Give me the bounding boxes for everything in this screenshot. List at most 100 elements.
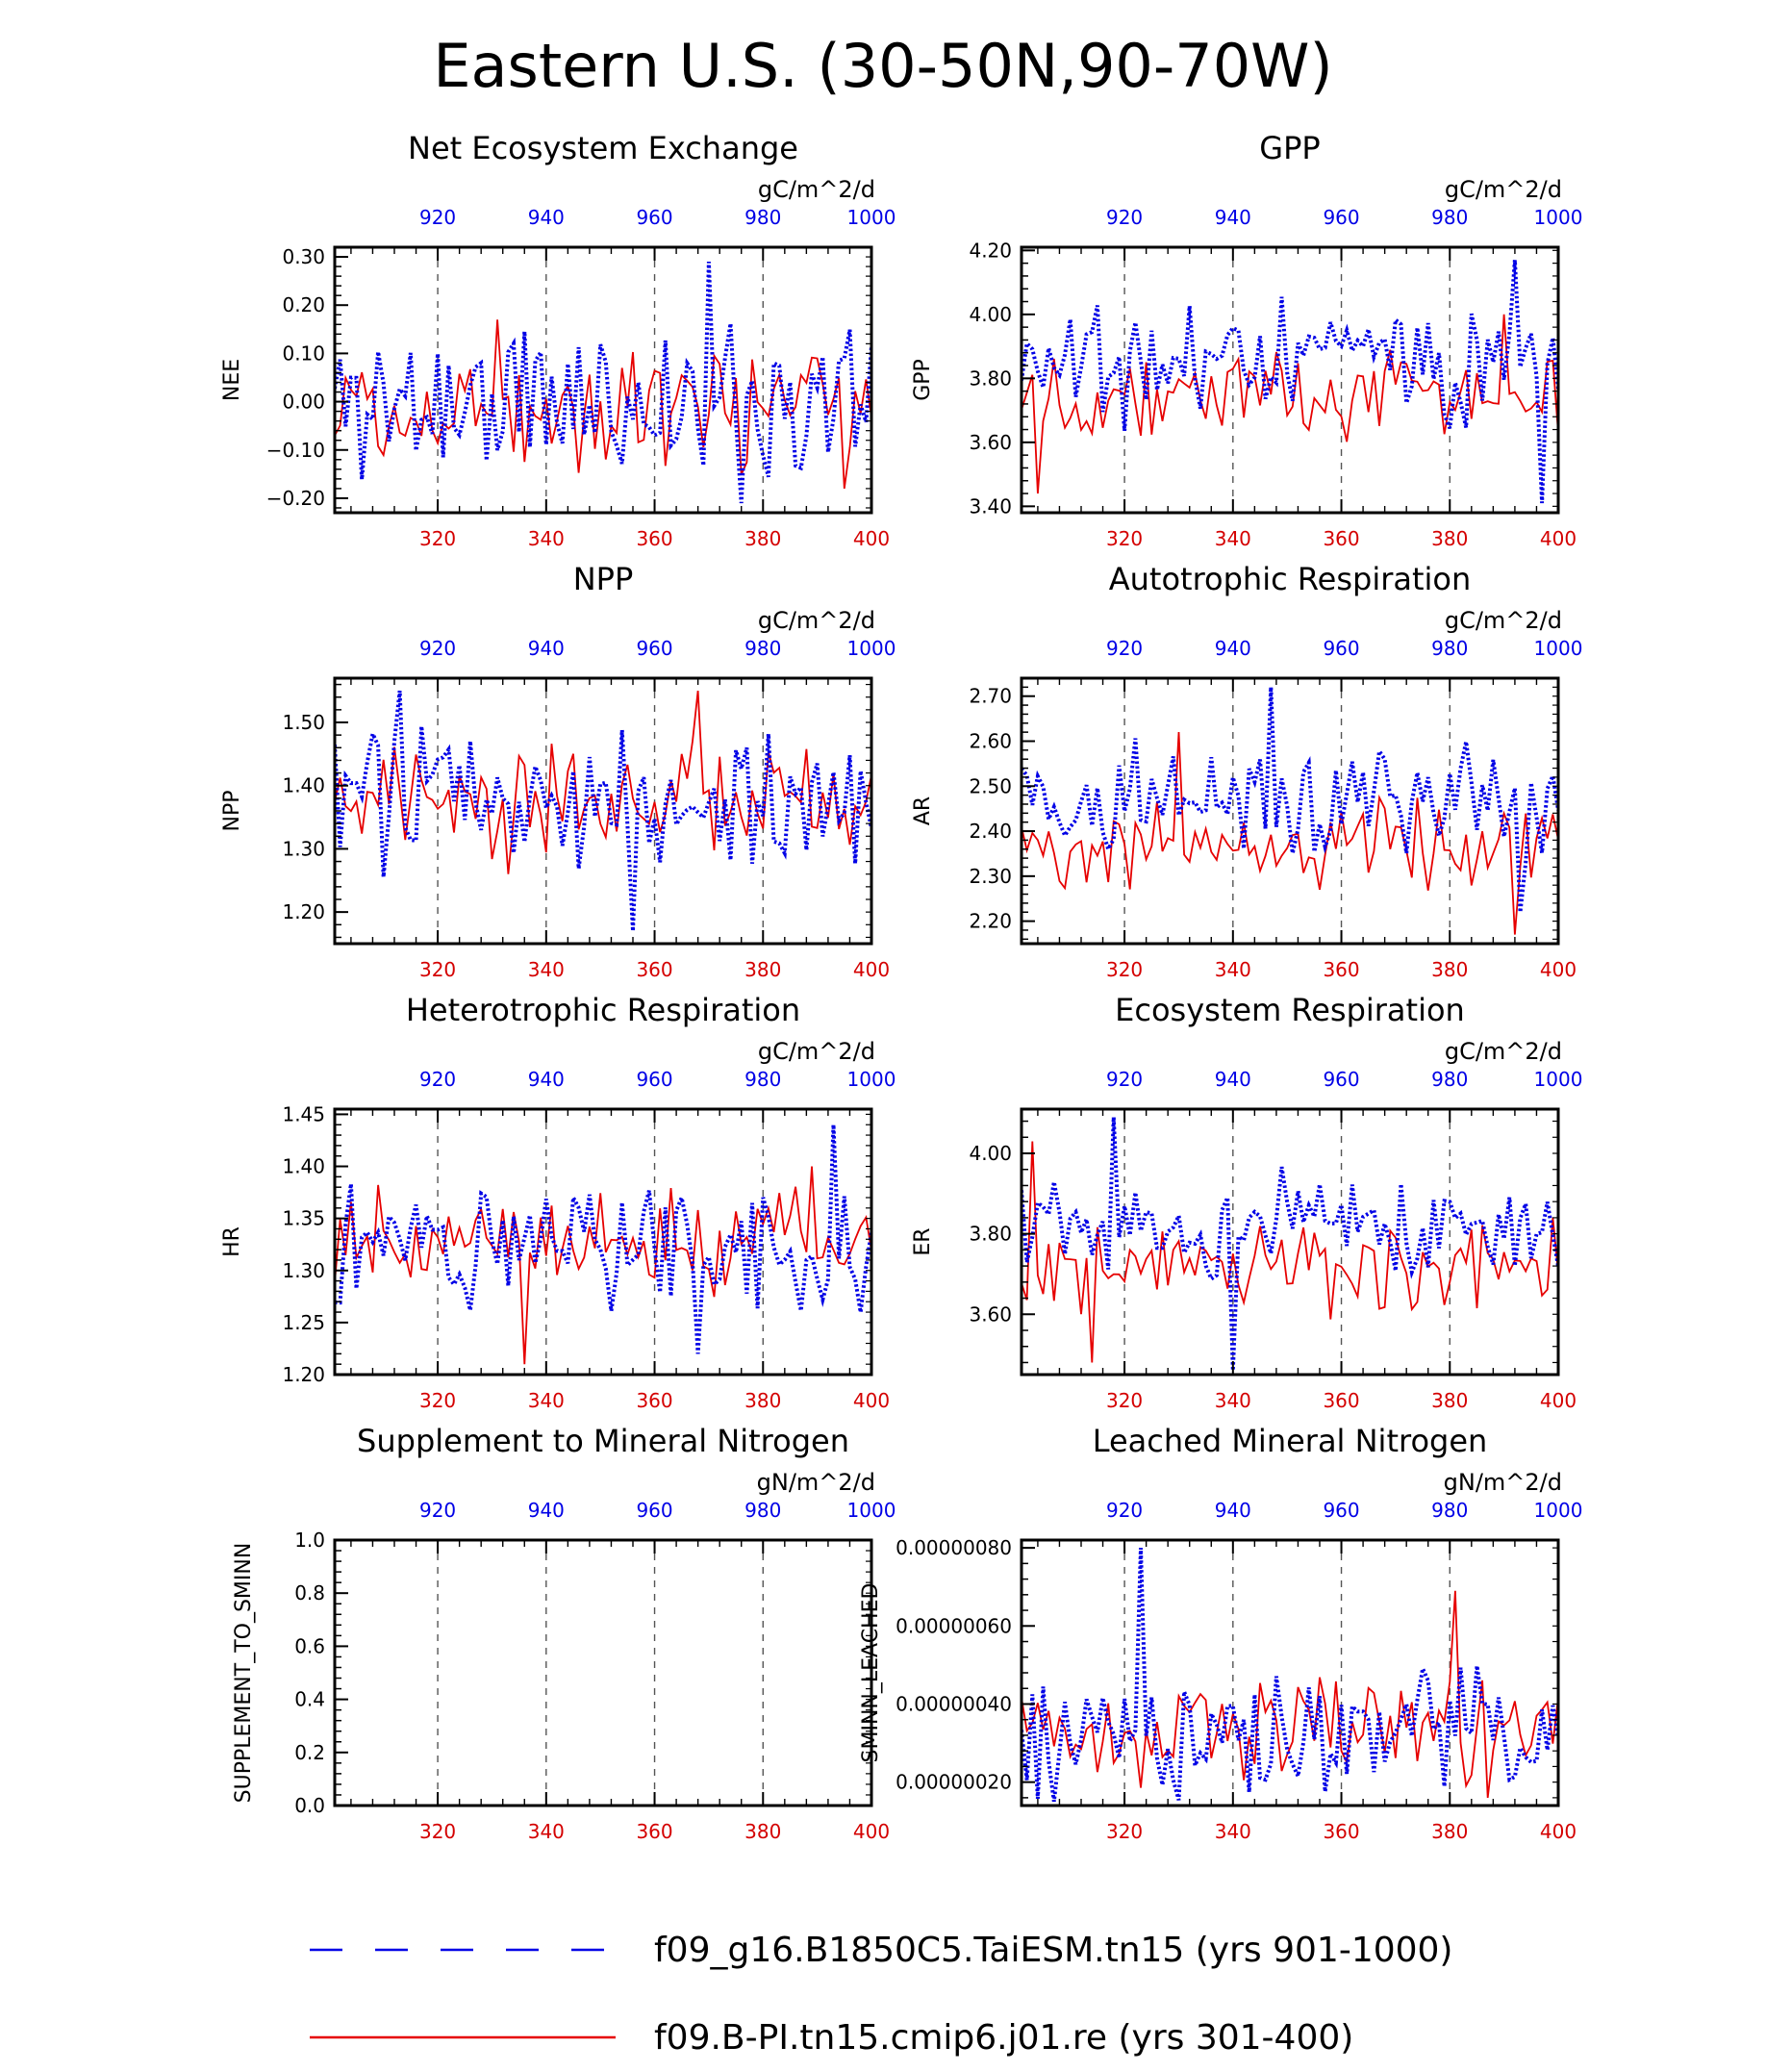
y-tick-label: 0.8 — [294, 1581, 325, 1605]
x-bottom-tick-label: 400 — [1540, 958, 1577, 981]
series-group — [335, 1124, 871, 1365]
panel-3: NPP gC/m^2/d 1.20 1.30 1.40 1.50 320 340 360 380 4… — [220, 561, 896, 981]
plot-frame — [333, 676, 873, 946]
x-bottom-tick-label: 400 — [853, 958, 890, 981]
units-label: gC/m^2/d — [758, 176, 875, 203]
figure-title: Eastern U.S. (30-50N,90-70W) — [433, 31, 1332, 101]
y-tick-label: 0.4 — [294, 1688, 325, 1711]
x-bottom-tick-label: 380 — [1431, 1820, 1468, 1843]
panel-title: Ecosystem Respiration — [1115, 992, 1465, 1028]
x-top-tick-label: 920 — [419, 1068, 456, 1091]
series-group — [335, 262, 871, 504]
x-top-tick-label: 1000 — [847, 206, 896, 229]
x-top-tick-label: 1000 — [847, 1068, 896, 1091]
series-red-line — [335, 691, 871, 874]
x-top-tick-label: 940 — [1215, 637, 1251, 660]
plot-frame — [1020, 1107, 1560, 1377]
x-bottom-tick-label: 400 — [1540, 527, 1577, 550]
series-blue-line — [335, 690, 871, 932]
series-group — [335, 690, 871, 932]
y-axis-label: ER — [911, 1227, 935, 1255]
y-tick-label: 4.00 — [969, 303, 1012, 326]
series-blue-line — [335, 1124, 871, 1354]
x-bottom-tick-label: 320 — [1106, 1820, 1143, 1843]
x-top-tick-label: 980 — [744, 1068, 781, 1091]
panels: Net Ecosystem Exchange gC/m^2/d −0.20 −0.10… — [220, 130, 1582, 1843]
x-bottom-tick-label: 320 — [1106, 1389, 1143, 1412]
panel-title: GPP — [1259, 130, 1320, 166]
y-tick-label: −0.20 — [266, 487, 325, 510]
y-axis-label: HR — [220, 1226, 244, 1257]
y-tick-label: 4.20 — [969, 239, 1012, 262]
x-bottom-tick-label: 320 — [1106, 527, 1143, 550]
x-bottom-tick-label: 340 — [1215, 527, 1251, 550]
units-label: gN/m^2/d — [757, 1469, 875, 1496]
y-tick-label: 1.20 — [282, 1363, 325, 1386]
series-blue-line — [1022, 687, 1558, 913]
x-top-tick-label: 940 — [528, 1499, 565, 1522]
panel-2: GPP gC/m^2/d 3.40 3.60 3.80 4.00 4.20 320 340 360… — [911, 130, 1582, 550]
y-tick-label: 1.35 — [282, 1207, 325, 1230]
panel-title: Heterotrophic Respiration — [406, 992, 800, 1028]
y-tick-label: 2.30 — [969, 865, 1012, 888]
y-axis-label: SMINN_LEACHED — [859, 1583, 883, 1763]
x-top-tick-label: 920 — [419, 1499, 456, 1522]
y-axis-label: NPP — [220, 791, 244, 832]
x-bottom-tick-label: 360 — [1323, 958, 1359, 981]
y-tick-label: 0.30 — [282, 245, 325, 268]
units-label: gN/m^2/d — [1444, 1469, 1562, 1496]
y-tick-label: 3.60 — [969, 431, 1012, 454]
x-top-tick-label: 960 — [1323, 206, 1359, 229]
x-bottom-tick-label: 340 — [528, 1389, 565, 1412]
x-top-tick-label: 960 — [636, 637, 672, 660]
series-blue-line — [1022, 1117, 1558, 1371]
series-red-line — [1022, 1141, 1558, 1363]
legend-label-2: f09.B-PI.tn15.cmip6.j01.re (yrs 301-400) — [654, 2018, 1353, 2058]
panel-title: Autotrophic Respiration — [1109, 561, 1472, 597]
x-top-tick-label: 940 — [1215, 1068, 1251, 1091]
x-bottom-tick-label: 400 — [853, 527, 890, 550]
x-bottom-tick-label: 320 — [419, 527, 456, 550]
x-bottom-tick-label: 340 — [1215, 1820, 1251, 1843]
y-axis-label: AR — [911, 796, 935, 825]
x-bottom-tick-label: 340 — [1215, 1389, 1251, 1412]
legend: f09_g16.B1850C5.TaiESM.tn15 (yrs 901-100… — [310, 1931, 1452, 2058]
x-bottom-tick-label: 400 — [1540, 1389, 1577, 1412]
plot-frame — [1020, 676, 1560, 946]
x-bottom-tick-label: 340 — [528, 1820, 565, 1843]
x-top-tick-label: 940 — [1215, 206, 1251, 229]
x-top-tick-label: 920 — [419, 206, 456, 229]
x-bottom-tick-label: 380 — [1431, 527, 1468, 550]
y-tick-label: 0.0 — [294, 1794, 325, 1817]
y-tick-label: 0.00 — [282, 391, 325, 414]
x-top-tick-label: 980 — [744, 637, 781, 660]
y-tick-label: 0.10 — [282, 341, 325, 365]
y-tick-label: 3.80 — [969, 1223, 1012, 1246]
units-label: gC/m^2/d — [758, 607, 875, 634]
series-group — [1022, 687, 1558, 935]
x-top-tick-label: 940 — [528, 206, 565, 229]
x-bottom-tick-label: 320 — [1106, 958, 1143, 981]
x-bottom-tick-label: 380 — [1431, 958, 1468, 981]
y-tick-label: 0.00000060 — [896, 1614, 1012, 1637]
x-bottom-tick-label: 380 — [744, 1820, 781, 1843]
x-top-tick-label: 1000 — [1534, 1499, 1583, 1522]
x-top-tick-label: 960 — [636, 206, 672, 229]
x-top-tick-label: 1000 — [847, 1499, 896, 1522]
plot-frame — [333, 1107, 873, 1377]
y-tick-label: 1.30 — [282, 837, 325, 860]
panel-7: Supplement to Mineral Nitrogen gN/m^2/d 0.… — [232, 1423, 896, 1843]
series-blue-line — [1022, 1548, 1558, 1803]
x-top-tick-label: 1000 — [1534, 206, 1583, 229]
x-bottom-tick-label: 320 — [419, 958, 456, 981]
y-tick-label: 2.70 — [969, 685, 1012, 708]
units-label: gC/m^2/d — [1445, 607, 1562, 634]
y-tick-label: 0.2 — [294, 1741, 325, 1764]
x-top-tick-label: 940 — [528, 637, 565, 660]
panel-5: Heterotrophic Respiration gC/m^2/d 1.20 1.2… — [220, 992, 896, 1412]
x-bottom-tick-label: 380 — [744, 527, 781, 550]
units-label: gC/m^2/d — [1445, 1038, 1562, 1065]
series-group — [1022, 1548, 1558, 1803]
x-top-tick-label: 980 — [744, 1499, 781, 1522]
